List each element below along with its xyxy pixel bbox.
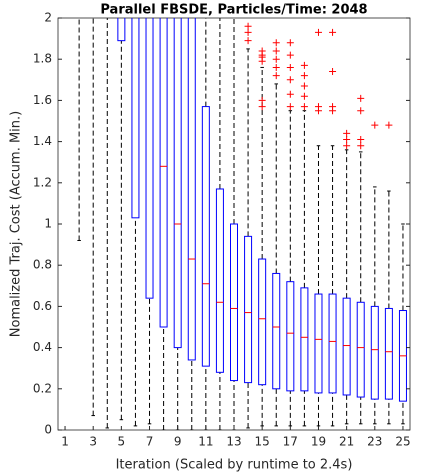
y-tick-label: 0.8: [33, 258, 52, 272]
outlier: [272, 47, 280, 55]
outlier: [300, 61, 308, 69]
outlier: [357, 136, 365, 144]
x-tick-label: 17: [283, 435, 298, 449]
y-tick-label: 1.8: [33, 52, 52, 66]
y-tick-label: 1: [44, 217, 52, 231]
box: [131, 18, 140, 219]
box: [187, 18, 196, 361]
box: [300, 287, 309, 392]
outlier: [300, 82, 308, 90]
y-tick-label: 0: [44, 423, 52, 437]
box: [117, 18, 126, 42]
outlier: [300, 103, 308, 111]
box: [272, 272, 281, 390]
outlier: [272, 63, 280, 71]
y-tick-label: 0.6: [33, 299, 52, 313]
outlier: [357, 107, 365, 115]
y-tick-label: 1.2: [33, 175, 52, 189]
x-tick-label: 15: [255, 435, 270, 449]
box: [356, 301, 365, 398]
outlier: [357, 142, 365, 150]
outlier: [244, 22, 252, 30]
box: [384, 307, 393, 400]
y-tick-label: 0.4: [33, 340, 52, 354]
box: [342, 297, 351, 396]
outlier: [343, 136, 351, 144]
outlier: [286, 90, 294, 98]
outlier: [258, 103, 266, 111]
outlier: [343, 142, 351, 150]
x-tick-label: 9: [174, 435, 182, 449]
outlier: [314, 103, 322, 111]
x-tick-label: 1: [61, 435, 69, 449]
outlier: [385, 121, 393, 129]
y-tick-label: 1.6: [33, 93, 52, 107]
outlier: [286, 63, 294, 71]
box: [90, 0, 97, 8]
x-tick-label: 13: [226, 435, 241, 449]
outlier: [329, 103, 337, 111]
outlier: [300, 92, 308, 100]
outlier: [286, 76, 294, 84]
outlier: [343, 129, 351, 137]
x-tick-label: 3: [89, 435, 97, 449]
outlier: [314, 28, 322, 36]
x-tick-label: 5: [118, 435, 126, 449]
outlier: [329, 28, 337, 36]
outlier: [258, 47, 266, 55]
x-tick-label: 25: [395, 435, 410, 449]
outlier: [329, 68, 337, 76]
outlier: [258, 96, 266, 104]
outlier: [286, 51, 294, 59]
x-tick-label: 21: [339, 435, 354, 449]
outlier: [244, 28, 252, 36]
outlier: [357, 94, 365, 102]
y-tick-label: 0.2: [33, 381, 52, 395]
y-tick-label: 1.4: [33, 134, 52, 148]
x-tick-label: 19: [311, 435, 326, 449]
x-tick-label: 11: [198, 435, 213, 449]
chart-title: Parallel FBSDE, Particles/Time: 2048: [100, 3, 367, 18]
x-tick-label: 23: [367, 435, 382, 449]
outlier: [286, 103, 294, 111]
box: [370, 305, 379, 400]
box: [215, 188, 224, 373]
outlier: [272, 72, 280, 80]
y-axis-label: Nomalized Traj. Cost (Accum. Min.): [9, 111, 24, 337]
box: [173, 18, 182, 349]
box: [314, 293, 323, 394]
outlier: [244, 37, 252, 45]
box: [286, 281, 295, 392]
box: [328, 293, 337, 394]
box: [145, 18, 154, 299]
box: [201, 106, 210, 367]
outlier: [272, 39, 280, 47]
outlier: [300, 72, 308, 80]
x-axis-label: Iteration (Scaled by runtime to 2.4s): [116, 458, 353, 473]
y-tick-label: 2: [44, 11, 52, 25]
plot-marks: [77, 0, 407, 430]
x-tick-label: 7: [146, 435, 154, 449]
outlier: [371, 121, 379, 129]
outlier: [272, 55, 280, 63]
outlier: [286, 39, 294, 47]
box: [258, 258, 267, 386]
box: [159, 18, 168, 328]
box: [230, 223, 238, 382]
box: [244, 235, 253, 384]
